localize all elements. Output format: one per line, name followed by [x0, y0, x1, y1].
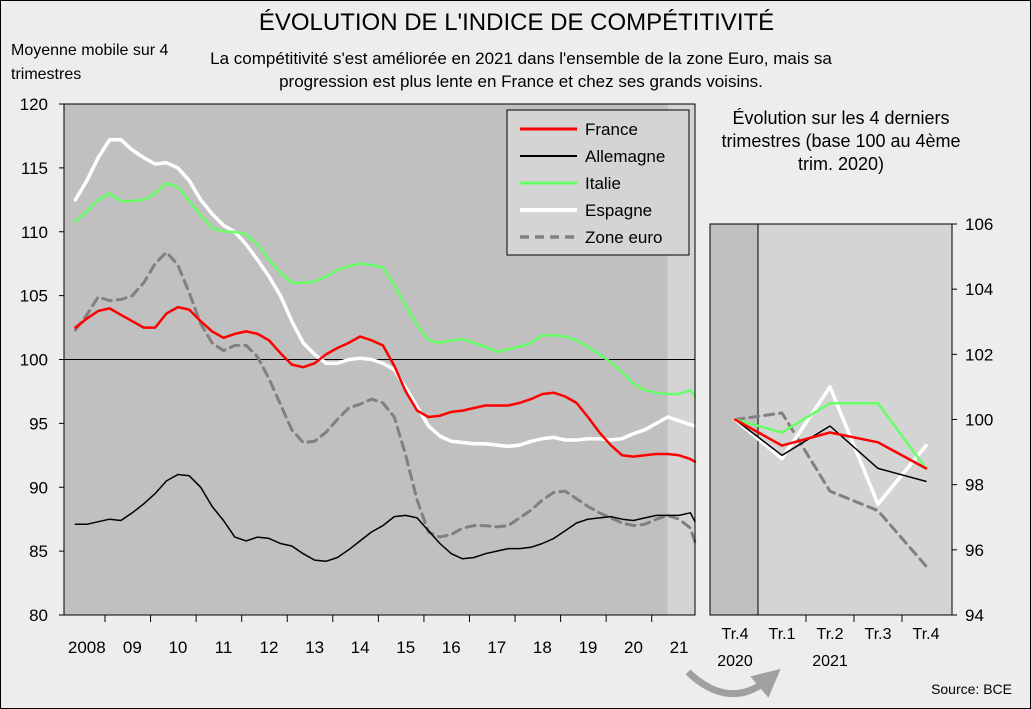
plot-border [63, 103, 696, 616]
small-y-tick-label: 102 [965, 345, 993, 364]
right-chart-caption: Évolution sur les 4 derniers trimestres … [721, 108, 961, 174]
series-line-espagne [73, 138, 697, 449]
y-tick-label: 95 [29, 414, 48, 433]
series-line-zone-euro [73, 250, 697, 544]
series-line-france [74, 305, 697, 463]
small-year-label: 2020 [717, 653, 753, 670]
x-tick-label: 20 [624, 638, 643, 657]
y-tick-label: 110 [21, 223, 48, 242]
y-tick-label: 80 [29, 606, 48, 625]
small-y-tick-label: 96 [965, 541, 984, 560]
x-tick-label: 2008 [68, 638, 106, 657]
small-x-tick-label: Tr.1 [769, 626, 796, 643]
chart-subtitle: La compétitivité s'est améliorée en 2021… [210, 49, 832, 91]
small-y-tick-label: 106 [965, 215, 993, 234]
y-tick-label: 105 [20, 287, 48, 306]
x-tick-label: 13 [305, 638, 324, 657]
x-tick-label: 21 [670, 638, 689, 657]
small-x-tick-label: Tr.2 [817, 626, 844, 643]
x-tick-label: 15 [396, 638, 415, 657]
small-x-tick-label: Tr.4 [913, 626, 940, 643]
y-tick-label: 100 [20, 351, 48, 370]
x-tick-label: 09 [123, 638, 142, 657]
y-tick-label: 90 [29, 478, 48, 497]
small-y-tick-label: 98 [965, 476, 984, 495]
legend-label-zone-euro: Zone euro [585, 228, 663, 247]
small-series-line-zone-euro [733, 411, 928, 568]
small-x-tick-label: Tr.3 [865, 626, 892, 643]
y-tick-label: 85 [29, 542, 48, 561]
y-tick-label: 120 [20, 95, 48, 114]
small-plot-border [709, 223, 953, 616]
source-note: Source: BCE [931, 681, 1012, 697]
x-tick-label: 16 [442, 638, 461, 657]
small-chart: 94 96 98 100 102 104 106 Tr.4 Tr.1 Tr.2 Tr.3 Tr.4 20… [709, 215, 993, 670]
series-line-allemagne [74, 473, 696, 563]
small-y-tick-label: 94 [965, 606, 984, 625]
small-series-line-france [733, 418, 928, 470]
unit-label: Moyenne mobile sur 4 trimestres [11, 42, 169, 83]
small-y-tick-label: 100 [965, 411, 993, 430]
x-tick-label: 10 [168, 638, 187, 657]
x-tick-label: 11 [215, 638, 233, 657]
legend-label-italie: Italie [585, 174, 621, 193]
legend-label-allemagne: Allemagne [585, 147, 665, 166]
x-tick-label: 18 [533, 638, 552, 657]
chart-title: ÉVOLUTION DE L'INDICE DE COMPÉTITIVITÉ [258, 9, 775, 36]
series-line-italie [74, 181, 697, 398]
x-tick-label: 19 [578, 638, 597, 657]
legend-label-france: France [585, 120, 638, 139]
small-x-tick-label: Tr.4 [722, 626, 749, 643]
small-series-line-espagne [733, 385, 928, 506]
legend-label-espagne: Espagne [585, 201, 652, 220]
small-year-label: 2021 [812, 653, 848, 670]
main-chart: 80 85 90 95 100 105 110 115 120 2008 09 10 11 12 13 14 1… [20, 95, 697, 657]
small-y-tick-label: 104 [965, 280, 993, 299]
curved-arrow-icon [685, 668, 781, 698]
small-series-line-allemagne [734, 418, 927, 483]
x-tick-label: 17 [487, 638, 506, 657]
x-tick-label: 12 [260, 638, 279, 657]
y-tick-label: 115 [21, 159, 48, 178]
x-tick-label: 14 [351, 638, 370, 657]
small-series-line-italie [733, 401, 928, 470]
